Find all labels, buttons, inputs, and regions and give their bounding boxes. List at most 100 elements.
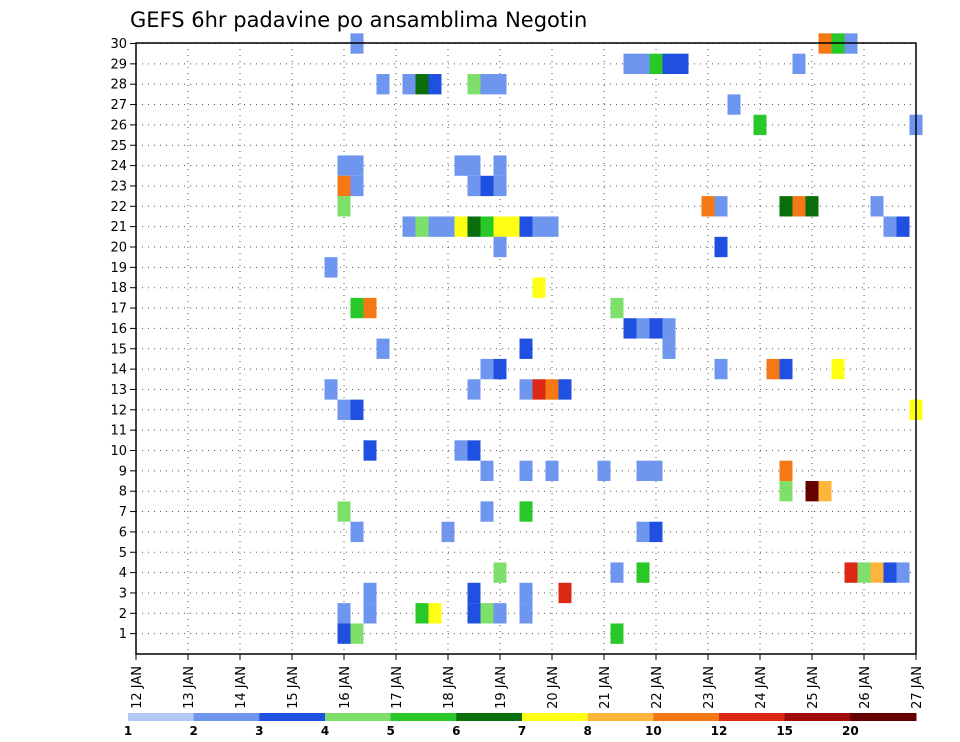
x-tick-label: 19 JAN <box>494 666 509 709</box>
colorbar-label: 4 <box>321 724 329 738</box>
y-tick-label: 22 <box>110 200 127 215</box>
precip-cell <box>649 521 663 543</box>
x-tick-label: 27 JAN <box>910 666 925 709</box>
x-tick-label: 25 JAN <box>806 666 821 709</box>
y-tick-label: 17 <box>110 302 127 317</box>
colorbar-segment <box>850 713 917 721</box>
precip-cell <box>428 74 442 95</box>
precip-cell <box>363 440 377 461</box>
x-tick-label: 21 JAN <box>598 666 613 709</box>
precip-cell <box>792 53 806 75</box>
y-tick-label: 3 <box>119 586 127 601</box>
precip-cell <box>844 562 858 583</box>
y-tick-label: 19 <box>110 261 127 276</box>
y-tick-label: 6 <box>119 525 127 540</box>
precip-cell <box>467 74 481 95</box>
precip-cell <box>727 94 741 115</box>
precip-cell <box>636 460 650 482</box>
colorbar-segment <box>522 713 589 721</box>
precip-cell <box>805 481 819 502</box>
x-tick-label: 16 JAN <box>338 666 353 709</box>
y-tick-label: 13 <box>110 383 127 398</box>
precip-cell <box>415 603 429 624</box>
x-tick-label: 22 JAN <box>650 666 665 709</box>
precip-cell <box>454 155 468 176</box>
precip-cell <box>649 53 663 75</box>
precip-cell <box>519 460 533 482</box>
precip-cell <box>480 603 494 624</box>
precip-cell <box>519 501 533 522</box>
colorbar-segment <box>259 713 326 721</box>
precip-cell <box>467 603 481 624</box>
precip-cell <box>493 155 507 176</box>
precip-cell <box>415 74 429 95</box>
y-tick-label: 27 <box>110 98 127 113</box>
precip-cell <box>857 562 871 583</box>
precip-cell <box>363 603 377 624</box>
colorbar-label: 8 <box>583 724 591 738</box>
precip-cell <box>324 257 338 278</box>
precip-cell <box>324 379 338 400</box>
precip-cell <box>779 460 793 482</box>
colorbar-segment <box>390 713 457 721</box>
y-tick-label: 14 <box>110 363 127 378</box>
precip-cell <box>480 358 494 380</box>
y-tick-label: 18 <box>110 281 127 296</box>
colorbar-segment <box>456 713 523 721</box>
precip-cell <box>467 582 481 604</box>
precip-cell <box>467 216 481 237</box>
precip-cell <box>337 196 351 217</box>
precip-cell <box>519 603 533 624</box>
precip-cell <box>636 53 650 75</box>
precip-cell <box>493 358 507 380</box>
x-tick-label: 23 JAN <box>702 666 717 709</box>
precip-cell <box>428 216 442 237</box>
precip-cell <box>493 74 507 95</box>
precip-cell <box>454 216 468 237</box>
precip-cell <box>337 175 351 197</box>
colorbar-segment <box>193 713 260 721</box>
precip-cell <box>545 379 559 400</box>
precip-cell <box>714 236 728 258</box>
y-tick-label: 28 <box>110 78 127 93</box>
precip-cell <box>636 562 650 583</box>
colorbar-label: 15 <box>776 724 793 738</box>
precip-cell <box>623 53 637 75</box>
y-tick-label: 2 <box>119 607 127 622</box>
precip-cell <box>870 562 884 583</box>
precip-cell <box>402 74 416 95</box>
precip-cell <box>883 216 897 237</box>
precip-cell <box>493 236 507 258</box>
precip-cell <box>779 358 793 380</box>
colorbar-segment <box>653 713 720 721</box>
precip-cell <box>493 603 507 624</box>
precip-cell <box>441 216 455 237</box>
x-tick-label: 12 JAN <box>130 666 145 709</box>
precip-cell <box>558 582 572 604</box>
precip-cell <box>350 155 364 176</box>
precip-cell <box>467 155 481 176</box>
colorbar-label: 5 <box>386 724 394 738</box>
colorbar-label: 20 <box>842 724 859 738</box>
precip-cell <box>376 338 390 359</box>
precip-cell <box>545 460 559 482</box>
precip-cell <box>545 216 559 237</box>
precip-cell <box>636 521 650 543</box>
precip-cell <box>337 603 351 624</box>
precip-cell <box>519 338 533 359</box>
precip-cell <box>701 196 715 217</box>
precip-cell <box>779 196 793 217</box>
precip-cell <box>363 582 377 604</box>
precip-cell <box>480 501 494 522</box>
y-tick-label: 24 <box>110 159 127 174</box>
x-tick-label: 13 JAN <box>182 666 197 709</box>
precip-cell <box>623 318 637 339</box>
colorbar-segment <box>325 713 392 721</box>
precip-cell <box>649 318 663 339</box>
y-tick-label: 25 <box>110 139 127 154</box>
precip-cell <box>493 562 507 583</box>
y-tick-label: 30 <box>110 37 127 52</box>
colorbar-segment <box>784 713 851 721</box>
y-tick-label: 26 <box>110 118 127 133</box>
